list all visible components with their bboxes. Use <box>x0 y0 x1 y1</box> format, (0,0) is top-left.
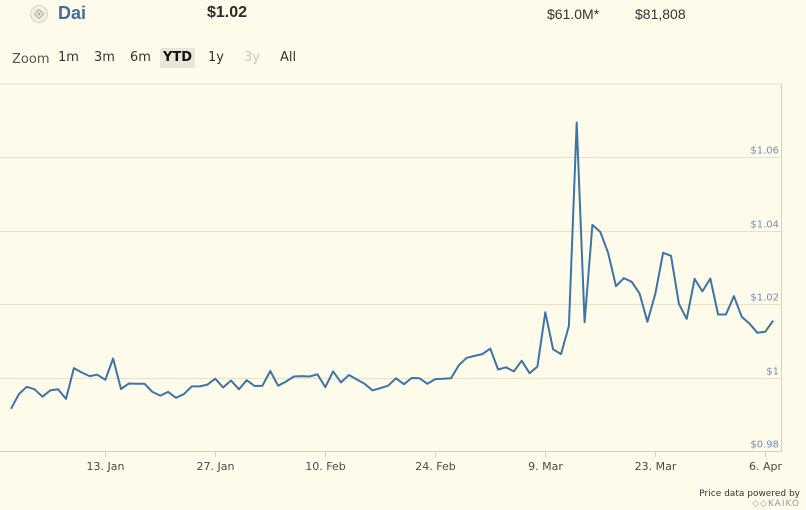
market-cap-value: $61.0M* <box>547 6 600 22</box>
zoom-3m-button[interactable]: 3m <box>94 50 115 65</box>
x-tick-label: 9. Mar <box>528 460 563 473</box>
zoom-1y-button[interactable]: 1y <box>208 50 224 65</box>
dai-logo-icon <box>30 5 48 23</box>
y-tick-label: $1.06 <box>750 146 779 157</box>
price-series-line[interactable] <box>10 121 774 410</box>
y-axis-labels: $0.98 $1 $1.02 $1.04 $1.06 <box>750 146 779 451</box>
zoom-ytd-button[interactable]: YTD <box>160 48 196 68</box>
zoom-all-button[interactable]: All <box>280 50 297 65</box>
x-tick-label: 13. Jan <box>87 460 125 473</box>
x-axis: 13. Jan 27. Jan 10. Feb 24. Feb 9. Mar 23. Ma… <box>0 451 782 473</box>
y-tick-label: $1.04 <box>750 220 779 231</box>
y-tick-label: $0.98 <box>750 440 779 451</box>
kaiko-logo[interactable]: ◇◇KAIKO <box>699 499 800 509</box>
zoom-1m-button[interactable]: 1m <box>58 50 79 65</box>
x-tick-label: 10. Feb <box>305 460 345 473</box>
grid-layer <box>0 83 782 452</box>
x-tick-label: 6. Apr <box>749 460 782 473</box>
zoom-3y-button: 3y <box>244 50 260 65</box>
volume-value: $81,808 <box>635 6 686 22</box>
x-tick-label: 23. Mar <box>635 460 677 473</box>
kaiko-logo-icon: ◇◇ <box>752 499 768 509</box>
zoom-label: Zoom <box>12 52 50 67</box>
coin-header: Dai $1.02 $61.0M* $81,808 <box>0 0 806 30</box>
y-tick-label: $1 <box>766 367 779 378</box>
credit-text: Price data powered by <box>699 489 800 499</box>
y-tick-label: $1.02 <box>750 293 779 304</box>
data-credit: Price data powered by ◇◇KAIKO <box>699 489 800 509</box>
x-tick-label: 27. Jan <box>197 460 235 473</box>
x-tick-label: 24. Feb <box>415 460 455 473</box>
coin-price: $1.02 <box>207 4 248 21</box>
kaiko-logo-text: KAIKO <box>767 499 800 509</box>
zoom-6m-button[interactable]: 6m <box>130 50 151 65</box>
coin-name[interactable]: Dai <box>58 3 87 23</box>
